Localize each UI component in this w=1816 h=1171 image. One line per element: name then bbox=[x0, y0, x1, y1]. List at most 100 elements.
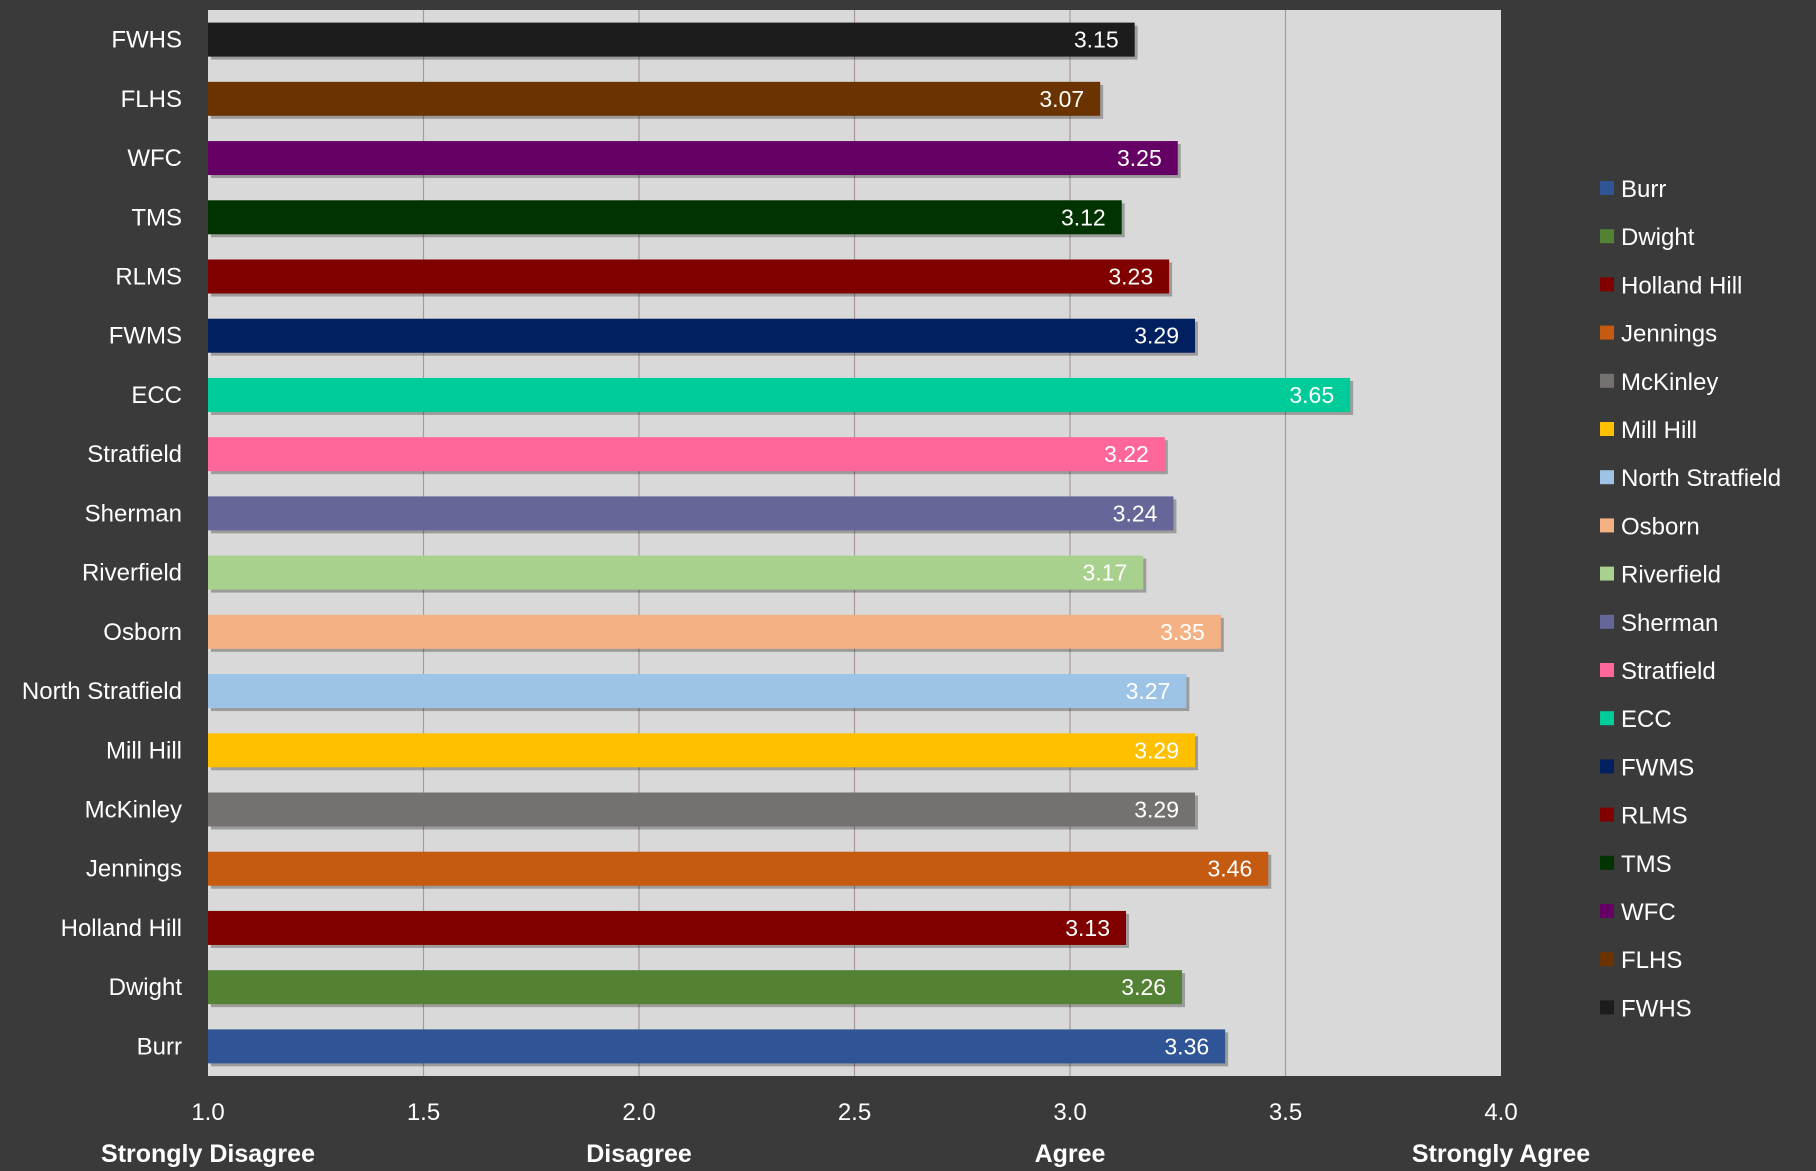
bar bbox=[208, 496, 1174, 531]
x-tick-label: 1.5 bbox=[407, 1099, 440, 1126]
legend-label: North Stratfield bbox=[1621, 465, 1781, 492]
legend-label: FWHS bbox=[1621, 995, 1692, 1022]
data-label: 3.29 bbox=[1134, 323, 1179, 349]
category-label: Dwight bbox=[109, 974, 183, 1001]
bar bbox=[208, 792, 1195, 827]
bar bbox=[208, 22, 1135, 57]
scale-label: Strongly Disagree bbox=[101, 1140, 315, 1168]
legend-label: Stratfield bbox=[1621, 658, 1716, 685]
data-label: 3.29 bbox=[1134, 737, 1179, 763]
x-tick-label: 1.0 bbox=[191, 1099, 224, 1126]
scale-label: Strongly Agree bbox=[1412, 1140, 1590, 1168]
legend-swatch bbox=[1600, 759, 1614, 774]
category-label: Osborn bbox=[103, 619, 182, 646]
legend-label: Jennings bbox=[1621, 321, 1717, 348]
bar bbox=[208, 970, 1183, 1005]
bar bbox=[208, 614, 1221, 649]
x-tick-label: 2.5 bbox=[838, 1099, 871, 1126]
category-label: McKinley bbox=[85, 797, 182, 824]
category-label: North Stratfield bbox=[22, 678, 182, 705]
x-tick-label: 3.0 bbox=[1053, 1099, 1086, 1126]
bars: 3.15 3.07 3.25 3.12 3.23 3.29 3.65 3.22 3.24 3.17… bbox=[208, 22, 1354, 1067]
bar bbox=[208, 910, 1127, 945]
category-label: Stratfield bbox=[87, 441, 182, 468]
legend-label: ECC bbox=[1621, 706, 1672, 733]
bar bbox=[208, 1029, 1226, 1064]
bar bbox=[208, 200, 1122, 235]
legend-swatch bbox=[1600, 807, 1614, 822]
legend-swatch bbox=[1600, 325, 1614, 340]
legend-swatch bbox=[1600, 952, 1614, 967]
data-label: 3.15 bbox=[1074, 27, 1119, 53]
data-label: 3.65 bbox=[1289, 382, 1334, 408]
bar bbox=[208, 377, 1351, 412]
data-label: 3.13 bbox=[1065, 915, 1110, 941]
bar bbox=[208, 851, 1269, 886]
bar bbox=[208, 733, 1195, 768]
category-label: RLMS bbox=[115, 264, 182, 291]
scale-labels: Strongly Disagree Disagree Agree Strongly A… bbox=[101, 1140, 1590, 1168]
legend-label: TMS bbox=[1621, 851, 1672, 878]
legend-label: FWMS bbox=[1621, 754, 1694, 781]
category-label: Mill Hill bbox=[106, 737, 182, 764]
category-label: Sherman bbox=[85, 500, 182, 527]
legend-swatch bbox=[1600, 277, 1614, 292]
scale-label: Disagree bbox=[586, 1140, 692, 1168]
bar bbox=[208, 81, 1101, 116]
category-label: TMS bbox=[131, 204, 182, 231]
legend-swatch bbox=[1600, 470, 1614, 485]
legend-swatch bbox=[1600, 1000, 1614, 1015]
category-label: ECC bbox=[131, 382, 182, 409]
legend-label: Holland Hill bbox=[1621, 272, 1742, 299]
legend-label: RLMS bbox=[1621, 803, 1688, 830]
data-label: 3.27 bbox=[1126, 678, 1171, 704]
data-label: 3.17 bbox=[1083, 560, 1128, 586]
x-tick-label: 2.0 bbox=[622, 1099, 655, 1126]
category-labels: FWHS FLHS WFC TMS RLMS FWMS ECC Stratfield Sherm… bbox=[22, 27, 182, 1061]
legend-swatch bbox=[1600, 373, 1614, 388]
category-label: FWHS bbox=[111, 27, 182, 54]
legend-label: Osborn bbox=[1621, 513, 1700, 540]
x-tick-label: 3.5 bbox=[1269, 1099, 1302, 1126]
data-label: 3.12 bbox=[1061, 204, 1106, 230]
category-label: Burr bbox=[137, 1033, 182, 1060]
bar bbox=[208, 141, 1178, 176]
legend-label: Sherman bbox=[1621, 610, 1718, 637]
legend-swatch bbox=[1600, 663, 1614, 677]
x-tick-labels: 1.0 1.5 2.0 2.5 3.0 3.5 4.0 bbox=[191, 1099, 1517, 1126]
bar bbox=[208, 259, 1170, 294]
data-label: 3.36 bbox=[1164, 1033, 1209, 1059]
data-label: 3.35 bbox=[1160, 619, 1205, 645]
legend-swatch bbox=[1600, 711, 1614, 726]
category-label: FWMS bbox=[109, 323, 182, 350]
legend-label: McKinley bbox=[1621, 369, 1718, 396]
legend-swatch bbox=[1600, 855, 1614, 870]
bar bbox=[208, 437, 1165, 472]
bar bbox=[208, 318, 1195, 353]
legend-swatch bbox=[1600, 181, 1614, 195]
data-label: 3.29 bbox=[1134, 797, 1179, 823]
bar bbox=[208, 674, 1187, 709]
legend-label: Mill Hill bbox=[1621, 417, 1697, 444]
data-label: 3.07 bbox=[1039, 86, 1084, 112]
legend-label: FLHS bbox=[1621, 947, 1682, 974]
data-label: 3.22 bbox=[1104, 441, 1149, 467]
legend-label: Riverfield bbox=[1621, 562, 1721, 589]
legend-label: Dwight bbox=[1621, 224, 1695, 251]
data-label: 3.24 bbox=[1113, 500, 1158, 526]
legend-label: Burr bbox=[1621, 176, 1666, 203]
data-label: 3.26 bbox=[1121, 974, 1166, 1000]
category-label: Holland Hill bbox=[61, 915, 182, 942]
bar bbox=[208, 555, 1144, 590]
category-label: WFC bbox=[127, 145, 182, 172]
legend-swatch bbox=[1600, 566, 1614, 581]
x-tick-label: 4.0 bbox=[1484, 1099, 1517, 1126]
legend-label: WFC bbox=[1621, 899, 1676, 926]
gridlines bbox=[422, 10, 1287, 1076]
legend-swatch bbox=[1600, 904, 1614, 918]
legend-swatch bbox=[1600, 518, 1614, 533]
legend: Burr Dwight Holland Hill Jennings McKinley Mi… bbox=[1600, 176, 1781, 1022]
legend-swatch bbox=[1600, 422, 1614, 436]
category-label: Jennings bbox=[86, 856, 182, 883]
